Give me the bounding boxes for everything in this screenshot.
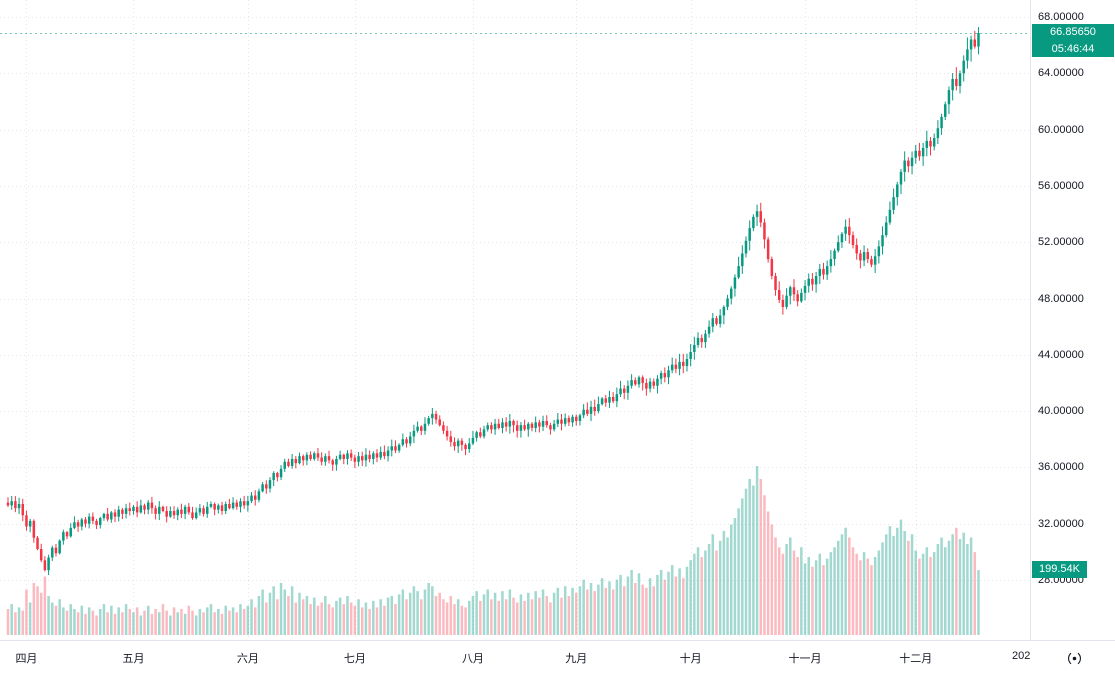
month-label: 十二月 bbox=[899, 653, 933, 665]
time-axis[interactable]: 四月 五月 六月 七月 八月 九月 十月 十一月 十二月 202 bbox=[0, 640, 1115, 679]
month-label: 十月 bbox=[679, 653, 702, 665]
price-tick-label: 48.00000 bbox=[1038, 292, 1084, 305]
price-tick-label: 68.00000 bbox=[1038, 11, 1084, 23]
countdown-badge: 05:46:44 bbox=[1032, 41, 1114, 58]
price-tick-label: 36.00000 bbox=[1038, 461, 1084, 474]
price-tick-label: 52.00000 bbox=[1038, 236, 1084, 249]
month-label: 五月 bbox=[122, 653, 145, 665]
price-tick-label: 32.00000 bbox=[1038, 517, 1084, 530]
price-tick-label: 60.00000 bbox=[1038, 123, 1084, 136]
price-axis[interactable]: 68.00000 64.00000 60.00000 56.00000 52.00000… bbox=[1030, 0, 1115, 640]
price-tick-label: 56.00000 bbox=[1038, 179, 1084, 192]
year-label-partial: 202 bbox=[1012, 650, 1031, 662]
month-label: 六月 bbox=[236, 653, 259, 665]
month-label: 八月 bbox=[461, 653, 484, 665]
month-label: 七月 bbox=[343, 653, 366, 665]
price-tick-label: 40.00000 bbox=[1038, 405, 1084, 418]
month-label: 九月 bbox=[565, 653, 588, 665]
month-label: 四月 bbox=[15, 653, 38, 665]
last-price-badge: 66.85650 bbox=[1032, 24, 1114, 42]
price-tick-label: 44.00000 bbox=[1038, 348, 1084, 361]
volume-badge: 199.54K bbox=[1032, 561, 1087, 579]
chart-canvas[interactable] bbox=[0, 0, 1030, 640]
price-tick-label: 64.00000 bbox=[1038, 67, 1084, 80]
time-axis-settings-icon[interactable] bbox=[1066, 650, 1083, 667]
month-label: 十一月 bbox=[788, 653, 822, 665]
